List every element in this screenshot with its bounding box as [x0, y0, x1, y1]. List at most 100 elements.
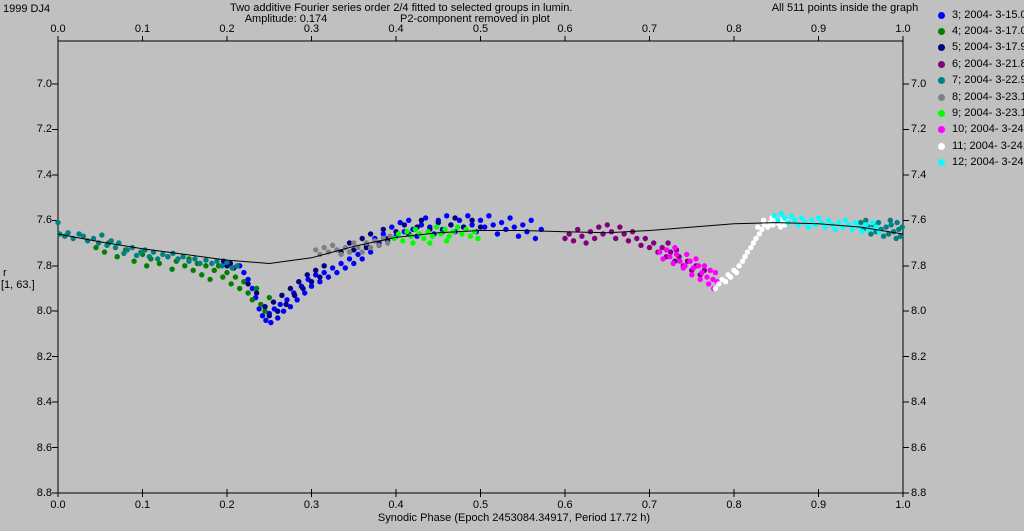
y-tick-label-left: 8.4: [36, 396, 52, 409]
x-tick-label-bottom: 0.9: [810, 499, 827, 511]
series-8: [313, 233, 393, 258]
data-point: [467, 233, 474, 239]
data-point: [812, 222, 818, 228]
data-point: [613, 235, 619, 242]
data-point: [359, 256, 365, 262]
x-tick-label-bottom: 0.5: [472, 499, 489, 511]
data-point: [237, 285, 243, 292]
data-point: [334, 269, 340, 276]
data-point: [748, 244, 754, 251]
data-point: [186, 258, 192, 264]
data-point: [380, 226, 386, 233]
data-point: [245, 281, 251, 287]
legend-item-6[interactable]: 6; 2004- 3-21.8: [938, 58, 1024, 70]
data-point: [359, 249, 365, 255]
data-point: [155, 256, 161, 262]
y-axis-subtitle: [1, 63.]: [1, 279, 35, 291]
data-point: [809, 217, 815, 223]
x-tick-label-bottom: 0.6: [557, 499, 573, 511]
legend-item-9[interactable]: 9; 2004- 3-23.1: [938, 107, 1024, 119]
data-point: [199, 272, 205, 278]
data-point: [477, 224, 484, 230]
data-point: [287, 304, 294, 310]
data-point: [712, 269, 719, 276]
data-point: [101, 249, 108, 255]
data-point: [507, 215, 513, 221]
data-point: [245, 290, 251, 296]
data-point: [287, 285, 294, 292]
data-point: [321, 263, 327, 269]
data-point: [232, 274, 239, 280]
data-point: [338, 260, 344, 267]
data-point: [859, 229, 866, 235]
amplitude-label: Amplitude: 0.174: [244, 13, 328, 25]
data-point: [245, 276, 251, 283]
data-point: [883, 224, 889, 230]
data-point: [263, 317, 269, 323]
data-point: [498, 219, 505, 226]
data-point: [673, 251, 680, 258]
data-point: [266, 294, 272, 301]
x-tick-label-bottom: 0.1: [134, 499, 151, 511]
data-point: [418, 222, 425, 228]
data-point: [108, 238, 114, 244]
data-point: [234, 263, 240, 269]
legend-item-3[interactable]: 3; 2004- 3-15.0: [938, 9, 1024, 21]
y-tick-label-left: 7.2: [36, 123, 52, 136]
data-point: [156, 260, 163, 267]
data-point: [868, 231, 874, 237]
data-point: [777, 224, 784, 230]
legend-dot-icon: [938, 159, 945, 167]
legend-item-7[interactable]: 7; 2004- 3-22.9: [938, 75, 1024, 87]
data-point: [228, 281, 234, 287]
data-point: [570, 238, 577, 244]
data-point: [220, 274, 226, 280]
data-point: [351, 247, 357, 253]
data-point: [897, 233, 904, 239]
data-point: [249, 297, 255, 303]
data-point: [90, 235, 97, 242]
data-point: [885, 231, 892, 237]
x-tick-label-bottom: 0.7: [641, 499, 658, 511]
data-point: [469, 217, 475, 223]
data-point: [642, 235, 648, 242]
data-point: [788, 213, 795, 219]
legend-item-8[interactable]: 8; 2004- 3-23.1: [938, 91, 1024, 103]
data-point: [397, 219, 403, 226]
data-point: [866, 226, 872, 233]
legend-label: 4; 2004- 3-17.0: [952, 24, 1024, 37]
data-point: [304, 272, 310, 278]
legend-label: 11; 2004- 3-24.2: [952, 139, 1024, 152]
data-point: [266, 313, 272, 319]
data-point: [346, 240, 353, 246]
x-tick-label-top: 0.1: [134, 23, 151, 35]
data-point: [241, 279, 247, 285]
legend-item-10[interactable]: 10; 2004- 3-24.1: [938, 124, 1024, 136]
data-point: [417, 231, 423, 237]
legend-item-12[interactable]: 12; 2004- 3-24.2: [938, 157, 1024, 169]
legend-item-5[interactable]: 5; 2004- 3-17.9: [938, 42, 1024, 54]
legend-item-11[interactable]: 11; 2004- 3-24.2: [938, 140, 1024, 152]
data-point: [759, 226, 765, 233]
data-point: [296, 279, 302, 285]
data-point: [815, 215, 822, 221]
legend-item-4[interactable]: 4; 2004- 3-17.0: [938, 25, 1024, 37]
data-point: [351, 260, 357, 267]
data-point: [455, 224, 461, 230]
data-point: [617, 224, 623, 230]
data-point: [329, 242, 336, 248]
data-point: [722, 279, 729, 285]
data-point: [203, 257, 209, 263]
data-point: [317, 279, 323, 285]
data-point: [888, 222, 894, 228]
data-point: [129, 244, 136, 251]
data-point: [133, 252, 140, 259]
legend-dot-icon: [938, 60, 945, 68]
data-point: [207, 276, 213, 283]
legend-label: 12; 2004- 3-24.2: [952, 156, 1024, 169]
data-point: [608, 229, 615, 235]
data-point: [690, 265, 697, 271]
data-point: [775, 217, 781, 223]
chart-title: Two additive Fourier series order 2/4 fi…: [230, 2, 573, 14]
